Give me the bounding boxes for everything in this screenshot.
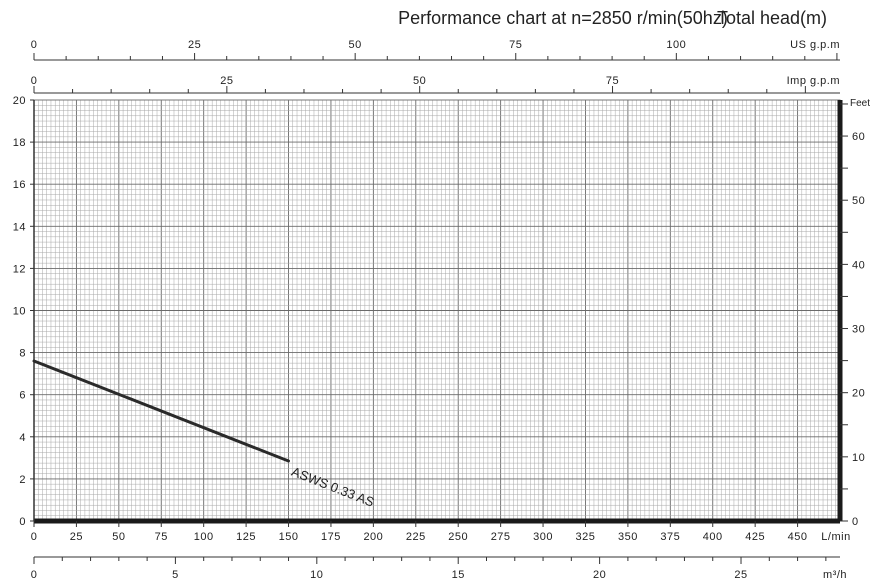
m3h-tick-label: 25 <box>734 569 747 581</box>
impgpm-tick-label: 75 <box>606 75 619 87</box>
m3h-tick-label: 0 <box>31 569 38 581</box>
y-axis-label: Total head(m) <box>717 8 827 28</box>
x-tick-label: 50 <box>112 531 125 543</box>
impgpm-tick-label: 0 <box>31 75 38 87</box>
x-tick-label: 100 <box>194 531 214 543</box>
impgpm-axis-unit: Imp g.p.m <box>787 75 840 87</box>
x-tick-label: 275 <box>491 531 511 543</box>
m3h-tick-label: 5 <box>172 569 179 581</box>
x-tick-label: 425 <box>745 531 765 543</box>
x-tick-label: 250 <box>448 531 468 543</box>
feet-tick-label: 30 <box>852 324 865 336</box>
usgpm-tick-label: 100 <box>666 39 686 51</box>
x-tick-label: 150 <box>279 531 299 543</box>
usgpm-tick-label: 75 <box>509 39 522 51</box>
x-tick-label: 175 <box>321 531 341 543</box>
feet-axis-unit: Feet <box>850 98 870 109</box>
chart-title: Performance chart at n=2850 r/min(50hz) <box>398 8 728 28</box>
y-tick-label: 2 <box>19 474 26 486</box>
y-tick-label: 8 <box>19 348 26 360</box>
y-tick-label: 20 <box>13 95 26 107</box>
y-tick-label: 12 <box>13 263 26 275</box>
y-tick-label: 16 <box>13 179 26 191</box>
x-tick-label: 200 <box>363 531 383 543</box>
y-tick-label: 10 <box>13 306 26 318</box>
x-tick-label: 350 <box>618 531 638 543</box>
m3h-tick-label: 15 <box>452 569 465 581</box>
x-tick-label: 375 <box>660 531 680 543</box>
series-line <box>32 359 290 463</box>
x-tick-label: 225 <box>406 531 426 543</box>
impgpm-tick-label: 25 <box>220 75 233 87</box>
series-label: ASWS 0.33 AS <box>289 464 376 510</box>
feet-tick-label: 20 <box>852 388 865 400</box>
feet-tick-label: 40 <box>852 259 865 271</box>
m3h-tick-label: 10 <box>310 569 323 581</box>
x-tick-label: 0 <box>31 531 38 543</box>
x-tick-label: 450 <box>788 531 808 543</box>
x-tick-label: 75 <box>155 531 168 543</box>
m3h-tick-label: 20 <box>593 569 606 581</box>
y-tick-label: 6 <box>19 390 26 402</box>
x-tick-label: 25 <box>70 531 83 543</box>
usgpm-tick-label: 50 <box>349 39 362 51</box>
feet-tick-label: 50 <box>852 195 865 207</box>
x-tick-label: 325 <box>576 531 596 543</box>
y-tick-label: 4 <box>19 432 26 444</box>
m3h-axis-unit: m³/h <box>823 569 847 581</box>
usgpm-tick-label: 0 <box>31 39 38 51</box>
feet-tick-label: 60 <box>852 131 865 143</box>
chart-series: ASWS 0.33 AS <box>32 359 377 510</box>
x-tick-label: 300 <box>533 531 553 543</box>
chart-axes <box>30 53 848 564</box>
x-axis-unit: L/min <box>821 531 850 543</box>
feet-tick-label: 10 <box>852 452 865 464</box>
feet-tick-label: 0 <box>852 516 859 528</box>
x-tick-label: 125 <box>236 531 256 543</box>
usgpm-tick-label: 25 <box>188 39 201 51</box>
x-tick-label: 400 <box>703 531 723 543</box>
y-tick-label: 14 <box>13 221 26 233</box>
y-tick-label: 0 <box>19 516 26 528</box>
impgpm-tick-label: 50 <box>413 75 426 87</box>
usgpm-axis-unit: US g.p.m <box>790 39 840 51</box>
y-tick-label: 18 <box>13 137 26 149</box>
chart-grid <box>33 99 841 522</box>
